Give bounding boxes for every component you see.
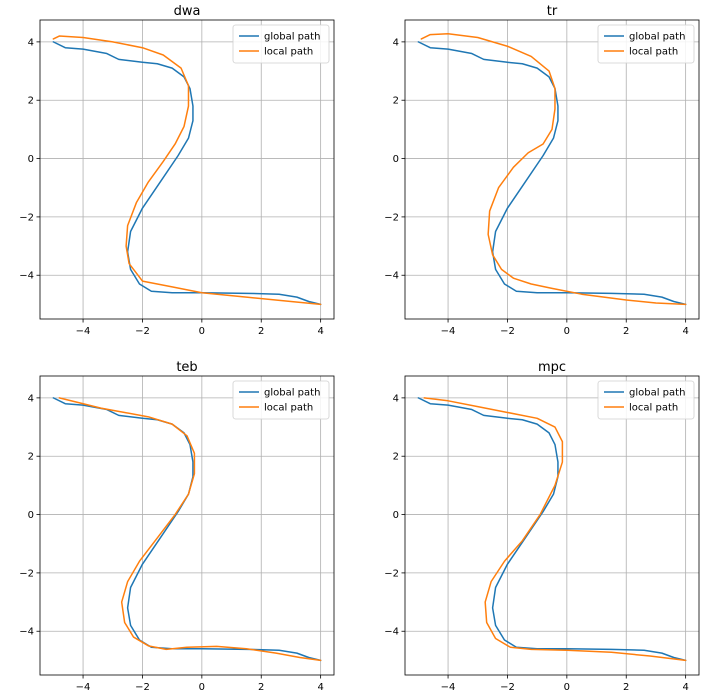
- global-path-line: [417, 41, 687, 306]
- legend-label-global: global path: [264, 388, 320, 399]
- y-tick-label: −4: [384, 627, 399, 638]
- y-tick-label: 4: [28, 393, 34, 404]
- y-tick-label: 4: [393, 37, 399, 48]
- x-tick-label: 4: [682, 326, 688, 337]
- x-tick-label: −4: [76, 682, 91, 693]
- axes-frame: [404, 19, 700, 320]
- subplot-mpc: mpc −4 −2 0 2 4 −4 −2 0 2 4 global path local path: [384, 360, 700, 693]
- global-path-line: [52, 41, 322, 306]
- y-tick-label: 0: [28, 510, 34, 521]
- global-path-line: [52, 397, 322, 662]
- x-tick-label: −2: [135, 682, 150, 693]
- subplot-title: tr: [547, 4, 558, 19]
- x-tick-label: 2: [623, 682, 629, 693]
- legend-label-local: local path: [629, 47, 678, 58]
- subplot-tr: tr −4 −2 0 2 4 −4 −2 0 2 4 global path local path: [384, 4, 700, 337]
- x-tick-label: 0: [199, 682, 205, 693]
- y-tick-label: −4: [384, 271, 399, 282]
- x-tick-label: −2: [135, 326, 150, 337]
- legend-label-local: local path: [629, 403, 678, 414]
- legend-label-local: local path: [264, 403, 313, 414]
- legend-label-global: global path: [264, 32, 320, 43]
- subplot-title: mpc: [538, 360, 566, 375]
- legend: global path local path: [232, 380, 330, 420]
- y-tick-label: 2: [28, 96, 34, 107]
- legend-box: [597, 24, 695, 64]
- x-tick-label: −2: [500, 682, 515, 693]
- local-path-line: [52, 35, 322, 306]
- subplot-title: dwa: [174, 4, 201, 19]
- axes-frame: [404, 375, 700, 676]
- x-tick-label: 2: [258, 682, 264, 693]
- y-tick-label: −2: [19, 568, 34, 579]
- x-tick-label: 2: [623, 326, 629, 337]
- axes-frame: [39, 375, 335, 676]
- x-tick-label: −4: [76, 326, 91, 337]
- legend-box: [597, 380, 695, 420]
- x-tick-label: 0: [199, 326, 205, 337]
- global-path-line: [417, 397, 687, 662]
- local-path-line: [58, 397, 322, 662]
- x-tick-label: −2: [500, 326, 515, 337]
- x-tick-label: 2: [258, 326, 264, 337]
- y-tick-label: 2: [393, 96, 399, 107]
- subplot-teb: teb −4 −2 0 2 4 −4 −2 0 2 4 global path local path: [19, 360, 335, 693]
- axes-frame: [39, 19, 335, 320]
- legend-label-global: global path: [629, 388, 685, 399]
- legend-box: [232, 24, 330, 64]
- y-tick-label: 2: [28, 452, 34, 463]
- y-tick-label: −2: [19, 212, 34, 223]
- y-tick-label: 0: [393, 154, 399, 165]
- y-tick-label: 0: [393, 510, 399, 521]
- x-tick-label: 4: [317, 682, 323, 693]
- y-tick-label: 0: [28, 154, 34, 165]
- legend: global path local path: [597, 380, 695, 420]
- x-tick-label: 4: [317, 326, 323, 337]
- legend-label-local: local path: [264, 47, 313, 58]
- x-tick-label: −4: [441, 326, 456, 337]
- x-tick-label: −4: [441, 682, 456, 693]
- y-tick-label: −2: [384, 212, 399, 223]
- y-tick-label: 2: [393, 452, 399, 463]
- y-tick-label: −4: [19, 627, 34, 638]
- y-tick-label: 4: [28, 37, 34, 48]
- y-tick-label: 4: [393, 393, 399, 404]
- x-tick-label: 0: [564, 682, 570, 693]
- legend: global path local path: [232, 24, 330, 64]
- legend-box: [232, 380, 330, 420]
- subplot-title: teb: [176, 360, 197, 375]
- legend: global path local path: [597, 24, 695, 64]
- y-tick-label: −4: [19, 271, 34, 282]
- legend-label-global: global path: [629, 32, 685, 43]
- subplot-dwa: dwa −4 −2 0 2 4 −4 −2 0 2 4 global path local path: [19, 4, 335, 337]
- local-path-line: [420, 32, 687, 306]
- x-tick-label: 0: [564, 326, 570, 337]
- x-tick-label: 4: [682, 682, 688, 693]
- local-path-line: [423, 397, 687, 662]
- y-tick-label: −2: [384, 568, 399, 579]
